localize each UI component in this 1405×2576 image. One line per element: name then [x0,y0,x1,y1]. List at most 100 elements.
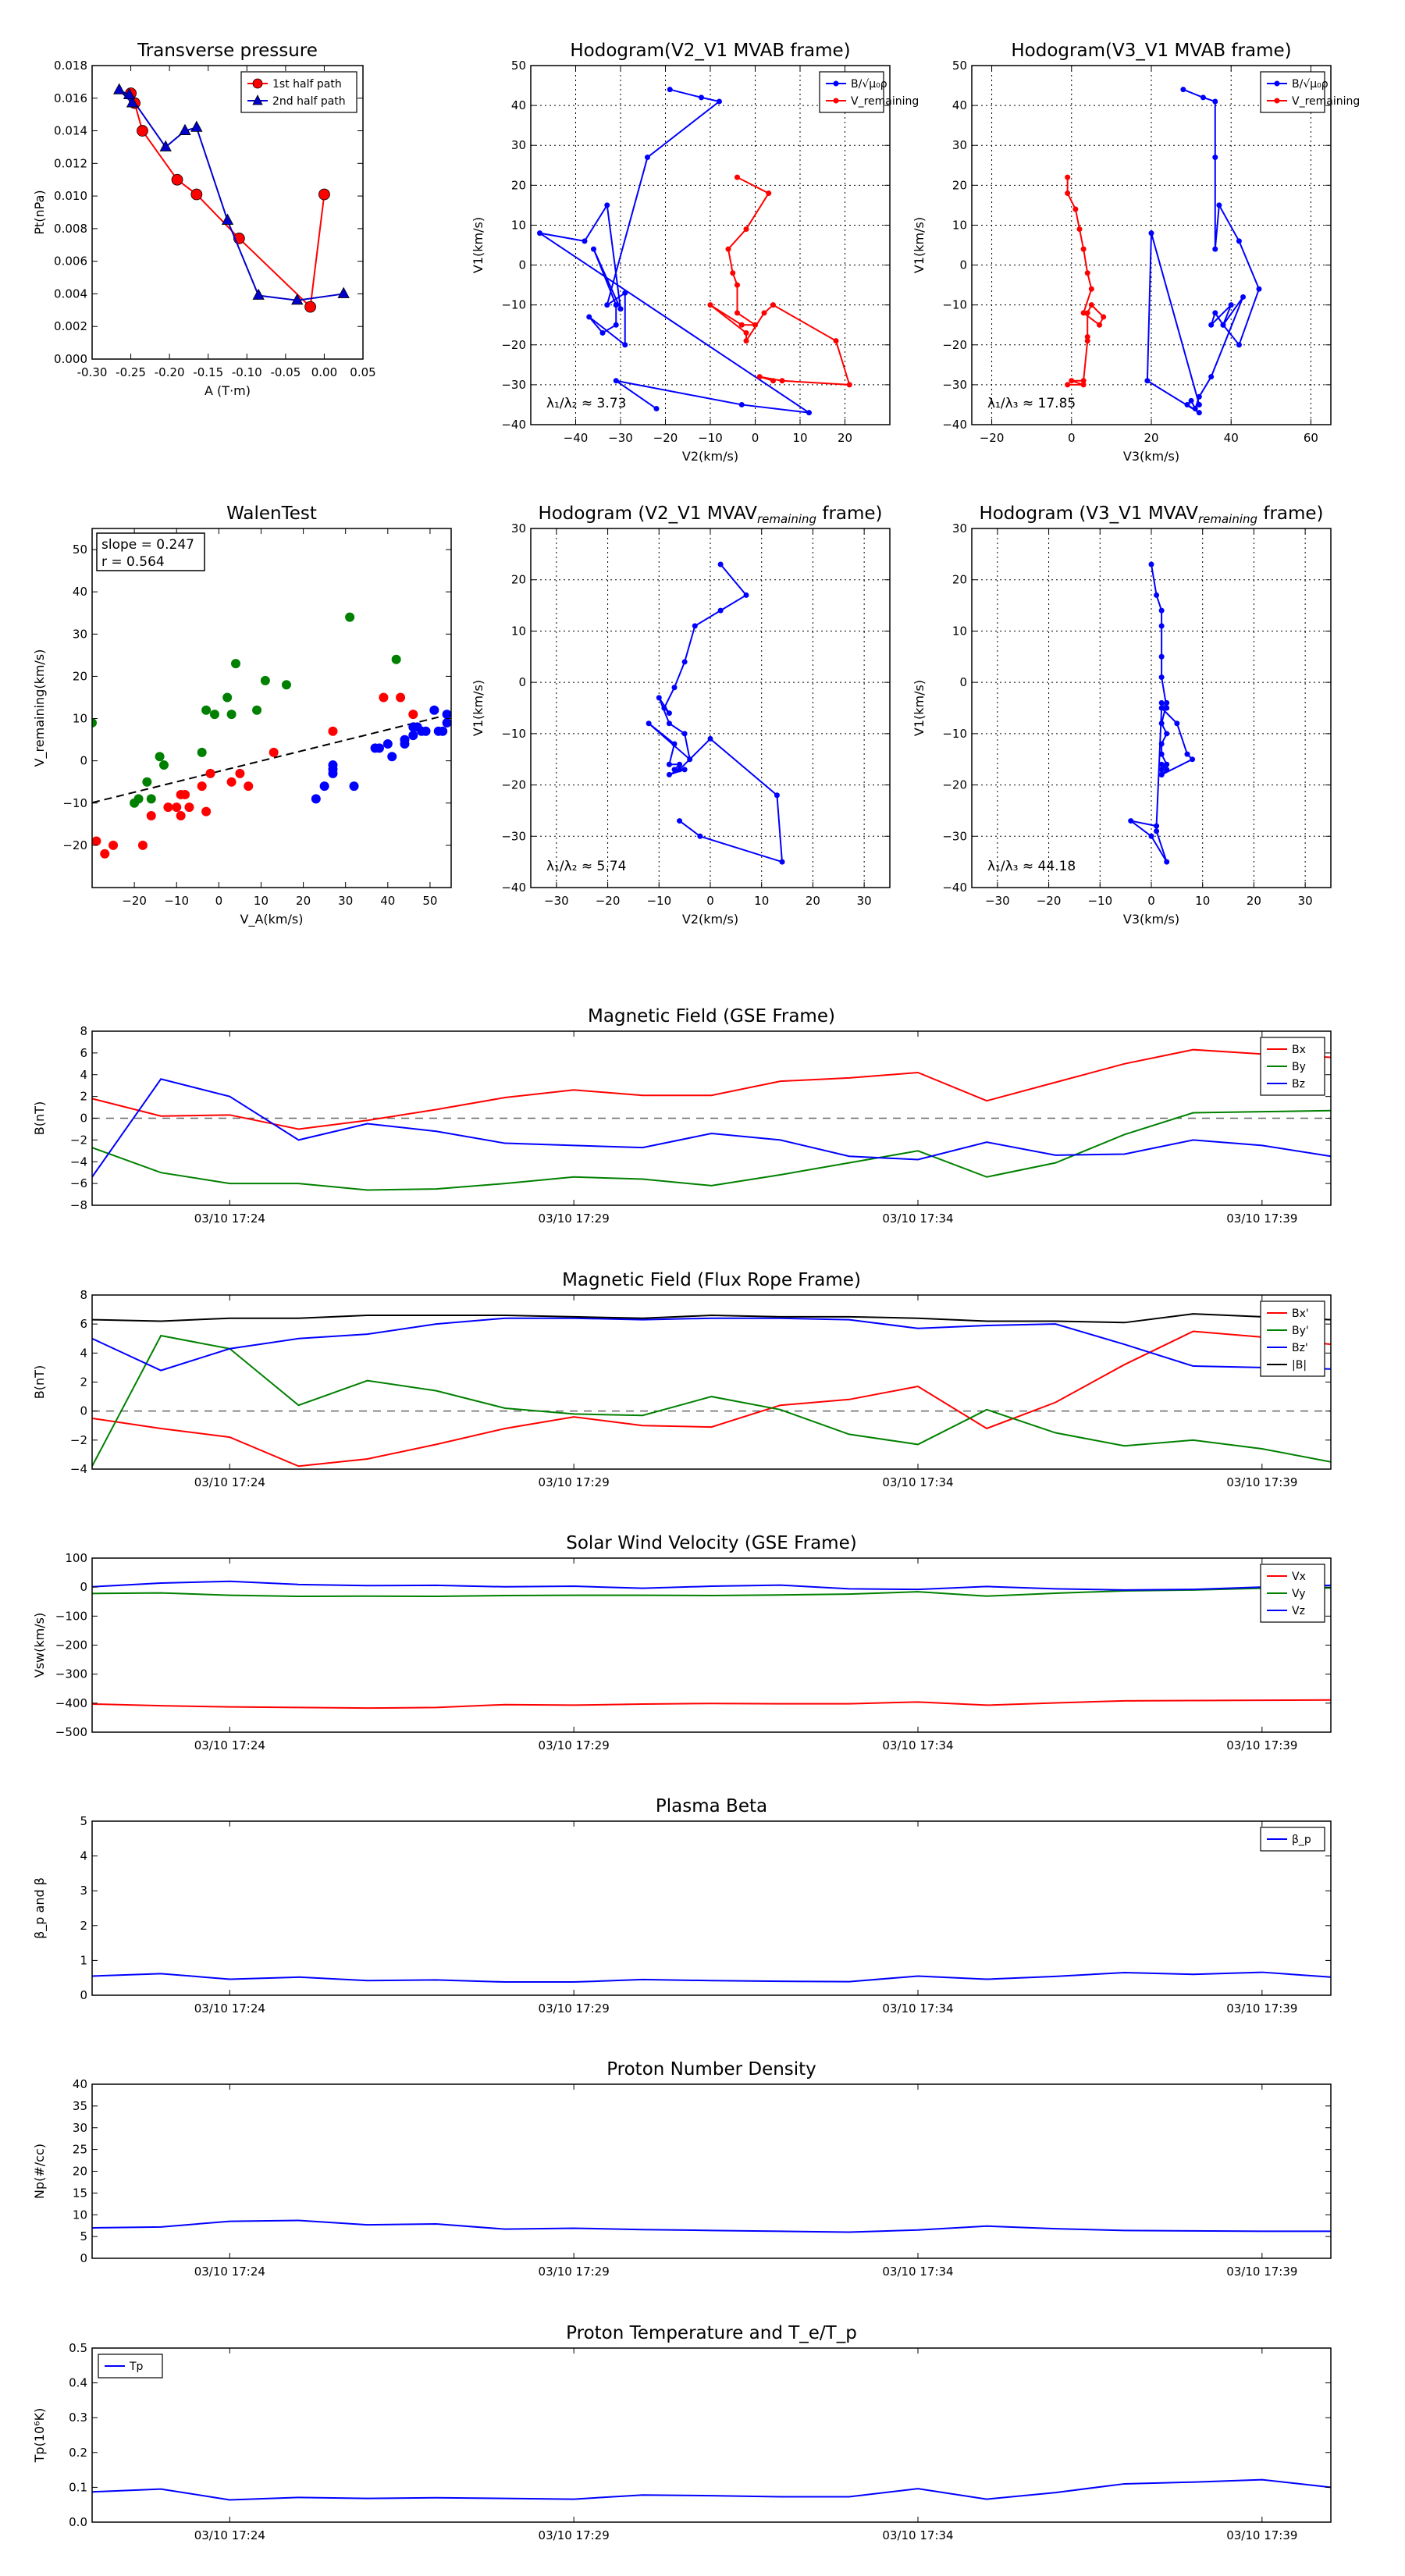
data-point [1158,751,1165,757]
data-point [717,98,722,105]
x-axis-label: A (T·m) [205,383,251,398]
data-point [666,720,672,727]
data-point [671,767,678,773]
data-point [252,288,265,300]
y-tick-label: 0.006 [54,254,87,269]
x-tick-label: 60 [1304,431,1318,445]
x-tick-label: 10 [254,894,269,908]
data-point [846,382,852,388]
data-point [221,213,234,225]
data-point [1080,378,1087,384]
data-point [770,378,776,384]
data-point [1188,397,1194,404]
chart-title: Transverse pressure [137,41,318,61]
data-point [653,406,660,412]
y-tick-label: 5 [80,1814,87,1828]
data-point [1158,741,1165,747]
data-point [179,123,191,135]
chart-panel: WalenTest −20 −10 0 10 20 30 40 50 −20 −10 0 10 20 30 4… [32,503,452,927]
data-point [833,338,839,344]
data-point [779,378,785,384]
x-tick-label: −20 [980,431,1005,445]
data-point [345,612,355,622]
data-point [725,246,731,252]
data-point [770,302,776,308]
data-point [666,710,672,717]
data-point [226,777,237,787]
data-point [1065,190,1071,197]
y-tick-label: 10 [73,2208,87,2222]
legend-label: Vy [1292,1588,1306,1600]
plot-area [92,2478,1331,2501]
x-tick-label: -0.10 [232,365,262,379]
y-tick-label: −200 [55,1638,87,1653]
data-point [622,290,628,296]
data-point [328,768,338,778]
x-tick-label: 10 [754,894,769,908]
data-point [1256,286,1262,292]
x-tick-label: 20 [1144,431,1158,445]
y-tick-label: 0 [959,675,967,689]
legend-label: Vx [1292,1571,1306,1583]
chart-title: Proton Number Density [606,2059,816,2080]
y-tick-label: 0 [959,258,967,272]
stats-line: r = 0.564 [101,554,165,570]
data-point [226,710,237,720]
chart-title: Proton Temperature and T_e/T_p [566,2323,857,2343]
chart-panel: Magnetic Field (Flux Rope Frame) 03/10 17… [32,1270,1332,1489]
data-point [1088,286,1094,292]
data-point [222,692,233,703]
legend-label: By [1292,1061,1306,1073]
y-tick-label: 40 [73,2077,87,2091]
series-line [92,1699,1331,1710]
data-point [1174,720,1180,727]
chart-panel: Magnetic Field (GSE Frame) 03/10 17:24 03/… [32,1006,1332,1226]
data-point [1158,653,1165,660]
chart-panel: Hodogram(V2_V1 MVAB frame) −40 −30 −20 −10 0 1… [471,41,919,464]
x-tick-label: -0.15 [193,365,223,379]
series-line [130,93,325,309]
series-line [92,2219,1331,2233]
y-tick-label: 0.012 [54,156,87,170]
y-tick-label: 0.010 [54,189,87,203]
legend-label: 2nd half path [272,95,346,108]
data-point [123,87,136,99]
x-tick-label: 0 [706,894,714,908]
data-point [1076,226,1083,233]
data-point [269,747,279,757]
data-point [1200,94,1206,101]
data-point [408,731,418,741]
y-tick-label: −4 [70,1155,87,1169]
y-tick-label: 30 [952,521,967,535]
x-tick-label: 30 [338,894,353,908]
y-axis-label: Vsw(km/s) [32,1613,47,1678]
data-point [1228,302,1234,308]
data-point [1158,705,1165,711]
y-tick-label: 2 [80,1375,87,1389]
plot-area [1065,87,1262,416]
x-tick-label: −20 [596,894,621,908]
data-point [1184,401,1190,407]
y-tick-label: 20 [73,2165,87,2179]
data-point [1212,155,1218,161]
y-tick-label: 2 [80,1919,87,1933]
plot-area [92,1971,1331,1984]
chart-panel: Plasma Beta 03/10 17:24 03/10 17:29 03/10 1… [32,1796,1332,2016]
ratio-annotation: λ₁/λ₃ ≈ 17.85 [987,396,1076,411]
y-tick-label: −500 [55,1725,87,1739]
x-axis-label: V3(km/s) [1123,912,1179,927]
y-tick-label: 0.5 [69,2341,87,2355]
data-point [613,302,619,308]
plot-area [113,83,350,313]
legend-marker [833,98,839,104]
data-point [730,270,736,276]
data-point [681,731,688,737]
data-point [604,202,610,208]
x-tick-label: 03/10 17:39 [1226,2528,1297,2542]
data-point [391,654,401,664]
data-point [1164,731,1170,737]
data-point [717,561,724,568]
y-tick-label: 50 [73,543,87,557]
x-axis-label: V2(km/s) [682,449,738,464]
data-point [699,94,704,101]
